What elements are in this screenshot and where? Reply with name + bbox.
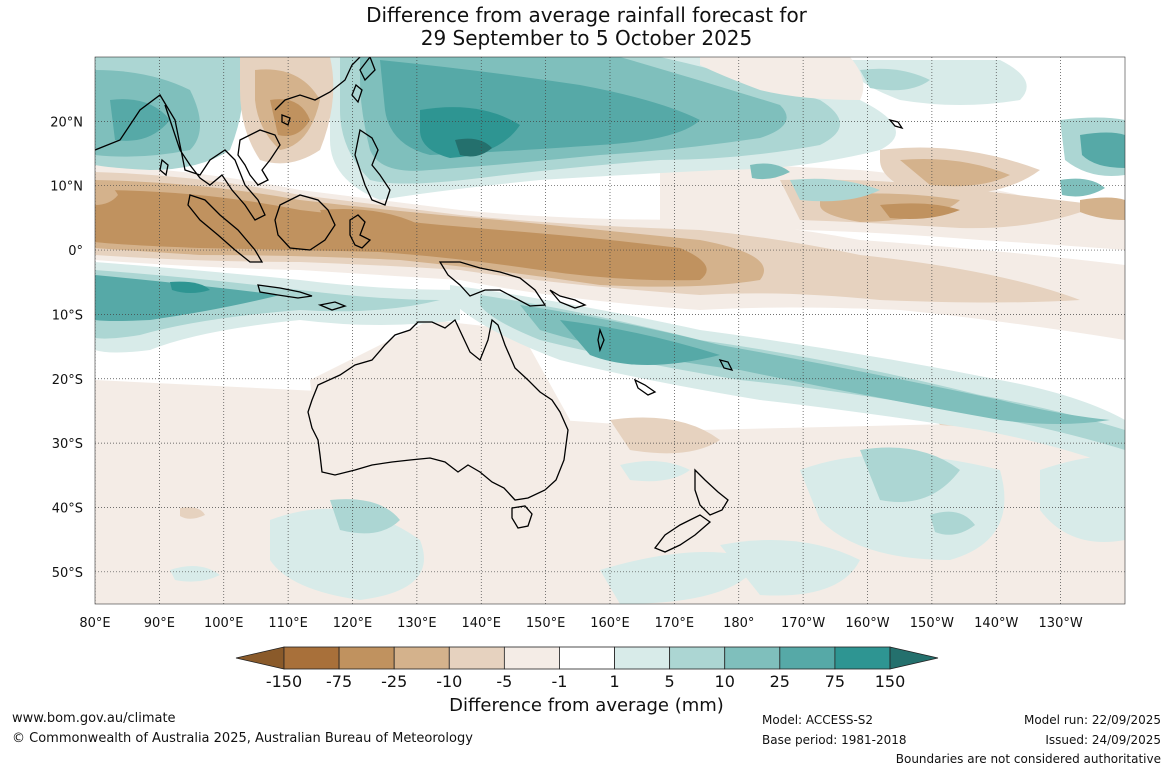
map-frame (94, 56, 1126, 605)
latitude-labels: 20°N 10°N 0° 10°S 20°S 30°S 40°S 50°S (50, 115, 83, 580)
colour-bar-title: Difference from average (mm) (449, 695, 724, 716)
longitude-label: 100°E (204, 616, 244, 631)
sumatra-coastline (187, 194, 264, 263)
longitude-label: 150°W (910, 616, 954, 631)
colour-bar-segment (834, 646, 891, 670)
philippines-coastline (354, 128, 391, 206)
fiji-coastline (718, 359, 734, 371)
new-zealand-coastline (694, 468, 729, 516)
hawaii-coastline (888, 118, 904, 130)
title-line-2: 29 September to 5 October 2025 (420, 26, 753, 50)
colour-bar-segment (724, 646, 781, 670)
longitude-label: 170°W (781, 616, 825, 631)
sri-lanka-coastline (159, 158, 169, 177)
longitude-label: 170°E (655, 616, 695, 631)
copyright-notice: © Commonwealth of Australia 2025, Austra… (12, 731, 473, 746)
colour-bar-label: 75 (825, 672, 845, 691)
colour-bar-segment (393, 646, 450, 670)
sulawesi-coastline (349, 214, 372, 249)
taiwan-coastline (351, 83, 363, 104)
colour-bar-label: -150 (266, 672, 302, 691)
colour-bar-segment (779, 646, 836, 670)
asia-coastline (95, 57, 361, 221)
colour-bar-label: -1 (551, 672, 567, 691)
colour-bar-segment (669, 646, 726, 670)
colour-bar-extend-low (235, 646, 285, 670)
colour-bar-segment (283, 646, 340, 670)
colour-bar-segment (614, 646, 671, 670)
boundaries-disclaimer: Boundaries are not considered authoritat… (895, 752, 1161, 766)
longitude-label: 110°E (268, 616, 308, 631)
colour-bar-segment (503, 646, 560, 670)
longitude-label: 90°E (144, 616, 175, 631)
coastlines (95, 57, 904, 553)
new-zealand-south-coastline (653, 514, 712, 553)
colour-bar-segment (338, 646, 395, 670)
longitude-label: 160°E (590, 616, 630, 631)
solomon-islands-coastline (549, 289, 587, 309)
new-guinea-coastline (438, 261, 547, 307)
issued-date: Issued: 24/09/2025 (1045, 733, 1161, 747)
longitude-label: 130°E (397, 616, 437, 631)
colour-bar-label: -10 (436, 672, 462, 691)
colour-bar-label: 150 (875, 672, 906, 691)
model-name: Model: ACCESS-S2 (762, 713, 874, 727)
latitude-label: 40°S (52, 501, 83, 516)
australia-coastline (307, 318, 569, 501)
latitude-label: 20°S (52, 373, 83, 388)
website-link[interactable]: www.bom.gov.au/climate (12, 711, 176, 726)
latitude-label: 10°N (50, 180, 83, 195)
timor-coastline (317, 301, 347, 311)
colour-bar-label: -25 (381, 672, 407, 691)
colour-bar-label: 1 (609, 672, 619, 691)
latitude-label: 10°S (52, 308, 83, 323)
japan-coastline (359, 57, 376, 82)
longitude-label: 150°E (526, 616, 566, 631)
colour-bar-label: 5 (665, 672, 675, 691)
map-title: Difference from average rainfall forecas… (0, 4, 1173, 50)
base-period: Base period: 1981-2018 (762, 733, 907, 747)
latitude-label: 50°S (52, 566, 83, 581)
colour-bar-label: -75 (326, 672, 352, 691)
longitude-labels: 80°E 90°E 100°E 110°E 120°E 130°E 140°E 150°E 16… (79, 616, 1082, 631)
longitude-label: 140°E (461, 616, 501, 631)
longitude-label: 120°E (333, 616, 373, 631)
borneo-coastline (274, 194, 336, 251)
colour-bar (235, 646, 939, 670)
model-run-date: Model run: 22/09/2025 (1023, 713, 1161, 727)
vanuatu-coastline (597, 327, 605, 353)
colour-bar-segment (448, 646, 505, 670)
longitude-label: 180° (723, 616, 754, 631)
colour-bar-label: 10 (715, 672, 735, 691)
colour-bar-extend-high (889, 646, 939, 670)
colour-bar-label: 25 (770, 672, 790, 691)
tasmania-coastline (511, 505, 533, 529)
longitude-label: 140°W (974, 616, 1018, 631)
longitude-label: 130°W (1039, 616, 1083, 631)
latitude-label: 0° (68, 244, 83, 259)
latitude-label: 30°S (52, 437, 83, 452)
longitude-label: 160°W (845, 616, 889, 631)
title-line-1: Difference from average rainfall forecas… (366, 3, 807, 27)
longitude-label: 80°E (79, 616, 110, 631)
colour-bar-segment (559, 646, 615, 670)
latitude-label: 20°N (50, 115, 83, 130)
graticule-lines (95, 57, 1125, 604)
map-plot-area (95, 57, 1125, 604)
new-caledonia-coastline (633, 378, 657, 396)
hainan-coastline (281, 114, 291, 126)
colour-bar-labels: -150 -75 -25 -10 -5 -1 1 5 10 25 75 150 (266, 672, 905, 691)
colour-bar-label: -5 (496, 672, 512, 691)
java-coastline (257, 284, 313, 299)
